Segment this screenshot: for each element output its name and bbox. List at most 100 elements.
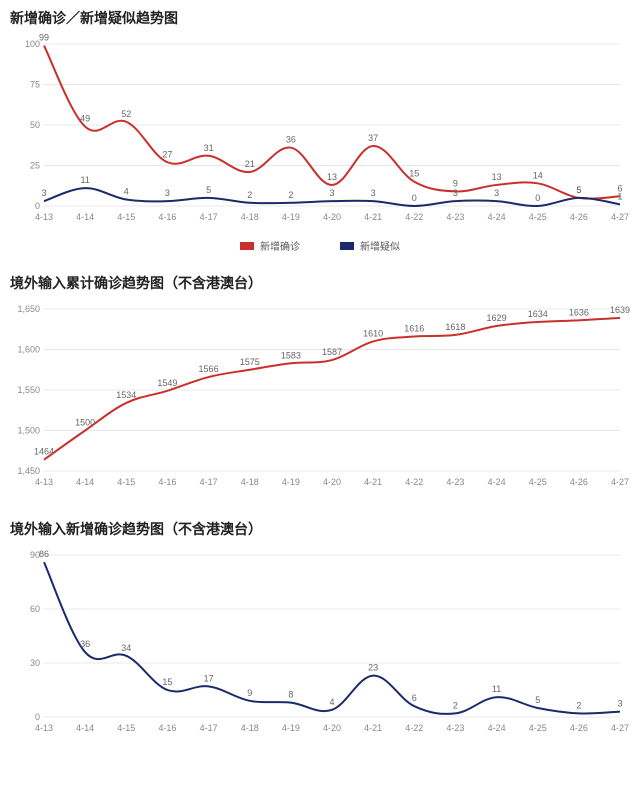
svg-text:4-16: 4-16 [158,723,176,733]
svg-text:1549: 1549 [157,378,177,388]
svg-text:36: 36 [286,135,296,145]
svg-text:1566: 1566 [199,364,219,374]
svg-text:1500: 1500 [75,418,95,428]
svg-text:14: 14 [533,170,543,180]
svg-text:15: 15 [162,677,172,687]
svg-text:52: 52 [121,109,131,119]
svg-text:25: 25 [30,161,40,171]
svg-text:4-22: 4-22 [405,477,423,487]
svg-text:5: 5 [576,185,581,195]
svg-text:3: 3 [329,188,334,198]
legend-item: 新增疑似 [340,238,400,253]
svg-text:4-21: 4-21 [364,477,382,487]
svg-text:4-19: 4-19 [282,477,300,487]
svg-text:1583: 1583 [281,350,301,360]
svg-text:1634: 1634 [528,309,548,319]
chart-svg: 03060904-134-144-154-164-174-184-194-204… [10,545,630,745]
svg-text:5: 5 [206,185,211,195]
svg-text:4-23: 4-23 [446,477,464,487]
svg-text:4-23: 4-23 [446,212,464,222]
svg-text:0: 0 [35,201,40,211]
svg-text:1616: 1616 [404,324,424,334]
svg-text:9: 9 [453,178,458,188]
svg-text:11: 11 [492,684,501,694]
svg-text:8: 8 [288,690,293,700]
svg-text:4-17: 4-17 [200,477,218,487]
svg-text:4-20: 4-20 [323,477,341,487]
svg-text:4-21: 4-21 [364,723,382,733]
svg-text:11: 11 [80,175,89,185]
svg-text:31: 31 [204,143,214,153]
svg-text:4-14: 4-14 [76,212,94,222]
svg-text:1610: 1610 [363,328,383,338]
legend: 新增确诊 新增疑似 [10,238,630,253]
svg-text:60: 60 [30,604,40,614]
svg-text:4-14: 4-14 [76,477,94,487]
svg-text:4-16: 4-16 [158,477,176,487]
svg-text:4-21: 4-21 [364,212,382,222]
chart2: 境外输入累计确诊趋势图（不含港澳台）1,4501,5001,5501,6001,… [0,265,640,511]
svg-text:4-25: 4-25 [529,477,547,487]
svg-text:49: 49 [80,114,90,124]
svg-text:4-20: 4-20 [323,723,341,733]
svg-text:4-26: 4-26 [570,723,588,733]
svg-text:0: 0 [35,712,40,722]
legend-item: 新增确诊 [240,238,300,253]
svg-text:1464: 1464 [34,447,54,457]
svg-text:4-27: 4-27 [611,477,629,487]
svg-text:4-18: 4-18 [241,723,259,733]
svg-text:3: 3 [617,699,622,709]
svg-text:4-16: 4-16 [158,212,176,222]
svg-text:4-15: 4-15 [117,723,135,733]
chart-svg: 1,4501,5001,5501,6001,6504-134-144-154-1… [10,299,630,499]
svg-text:4-24: 4-24 [488,477,506,487]
svg-text:3: 3 [165,188,170,198]
svg-text:3: 3 [453,188,458,198]
legend-swatch [240,242,254,250]
svg-text:1: 1 [617,191,622,201]
svg-text:4-25: 4-25 [529,723,547,733]
legend-label: 新增确诊 [260,238,300,253]
svg-text:3: 3 [371,188,376,198]
chart-title: 境外输入新增确诊趋势图（不含港澳台） [10,519,630,539]
svg-text:3: 3 [41,188,46,198]
svg-text:4-22: 4-22 [405,212,423,222]
chart1: 新增确诊／新增疑似趋势图02550751004-134-144-154-164-… [0,0,640,265]
svg-text:9: 9 [247,688,252,698]
svg-text:4-13: 4-13 [35,723,53,733]
svg-text:36: 36 [80,639,90,649]
svg-text:4-13: 4-13 [35,212,53,222]
svg-text:4-24: 4-24 [488,212,506,222]
svg-text:4: 4 [124,187,129,197]
svg-text:4-27: 4-27 [611,723,629,733]
svg-text:4-24: 4-24 [488,723,506,733]
svg-text:50: 50 [30,120,40,130]
svg-text:27: 27 [162,149,172,159]
svg-text:4-25: 4-25 [529,212,547,222]
svg-text:4-19: 4-19 [282,212,300,222]
svg-text:4-17: 4-17 [200,212,218,222]
svg-text:1,500: 1,500 [17,426,40,436]
svg-text:2: 2 [247,190,252,200]
svg-text:2: 2 [288,190,293,200]
svg-text:34: 34 [121,643,131,653]
svg-text:4-20: 4-20 [323,212,341,222]
svg-text:0: 0 [412,193,417,203]
svg-text:4-15: 4-15 [117,477,135,487]
svg-text:30: 30 [30,658,40,668]
legend-swatch [340,242,354,250]
svg-text:1587: 1587 [322,347,342,357]
svg-text:75: 75 [30,80,40,90]
legend-label: 新增疑似 [360,238,400,253]
chart-svg: 02550751004-134-144-154-164-174-184-194-… [10,34,630,234]
svg-text:21: 21 [245,159,255,169]
svg-text:4-26: 4-26 [570,212,588,222]
svg-text:2: 2 [576,700,581,710]
svg-text:1,650: 1,650 [17,304,40,314]
svg-text:4-26: 4-26 [570,477,588,487]
chart-title: 境外输入累计确诊趋势图（不含港澳台） [10,273,630,293]
svg-text:4-17: 4-17 [200,723,218,733]
svg-text:6: 6 [412,693,417,703]
svg-text:37: 37 [368,133,378,143]
svg-text:13: 13 [327,172,337,182]
